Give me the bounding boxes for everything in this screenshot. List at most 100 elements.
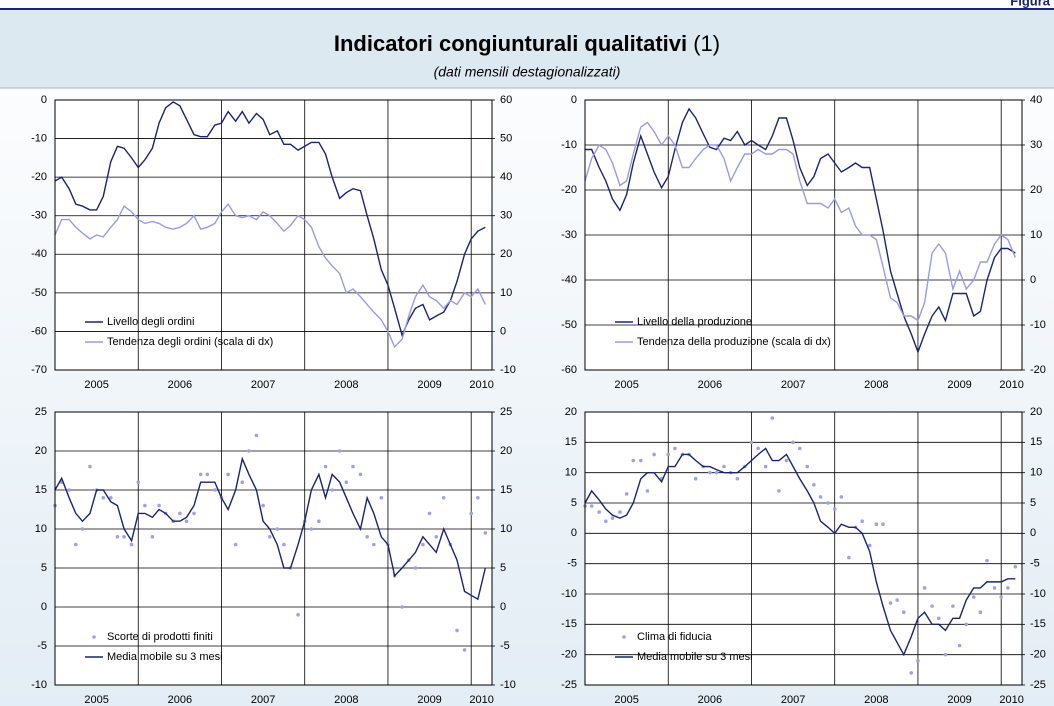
y-tick-label: -25 (561, 679, 577, 691)
y-tick-label: -60 (561, 364, 577, 376)
y2-tick-label: -20 (1030, 649, 1046, 661)
y2-tick-label: 0 (1030, 274, 1036, 286)
data-point (978, 610, 983, 614)
data-point (888, 601, 893, 605)
y-tick-label: -60 (31, 325, 47, 337)
data-point (413, 566, 418, 570)
data-point (999, 595, 1003, 599)
data-point (916, 658, 920, 663)
data-point (267, 535, 272, 539)
data-point (455, 628, 459, 633)
data-point (1006, 586, 1010, 590)
y2-tick-label: 25 (500, 406, 512, 418)
legend-label: Scorte di prodotti finiti (107, 631, 213, 643)
data-point (129, 542, 134, 547)
x-tick-label: 2005 (84, 379, 108, 391)
plot-frame (584, 99, 1023, 371)
data-point (122, 535, 126, 539)
data-point (881, 522, 885, 527)
x-tick-label: 2010 (469, 379, 493, 391)
y-tick-label: -30 (31, 210, 47, 222)
legend-label: Clima di fiducia (637, 631, 712, 643)
y2-tick-label: 40 (500, 171, 512, 183)
plot-frame (54, 411, 493, 686)
data-point (483, 531, 488, 535)
data-point (638, 458, 643, 463)
y2-tick-label: -5 (1030, 558, 1040, 570)
y2-tick-label: -10 (500, 364, 516, 376)
subtitle: (dati mensili destagionalizzati) (434, 64, 621, 80)
title: Indicatori congiunturali qualitativi (1) (334, 31, 720, 56)
y2-tick-label: 40 (1030, 94, 1042, 106)
data-point (240, 480, 245, 485)
y-tick-label: -70 (31, 364, 47, 376)
data-point (909, 671, 914, 675)
data-point (604, 519, 608, 523)
y-tick-label: 5 (41, 562, 47, 574)
data-point (434, 535, 439, 539)
series-line (54, 456, 487, 601)
data-point (874, 522, 879, 527)
data-point (797, 446, 802, 451)
data-point (476, 496, 480, 500)
data-point (992, 586, 997, 590)
plot-area (55, 100, 492, 370)
y-tick-label: 0 (41, 601, 47, 613)
legend-marker (92, 635, 96, 639)
data-point (597, 510, 601, 514)
data-point (143, 503, 147, 508)
x-tick-label: 2010 (999, 379, 1023, 391)
data-point (895, 598, 899, 602)
data-point (317, 519, 321, 523)
title-note: (1) (693, 31, 720, 56)
data-point (337, 449, 342, 453)
y2-tick-label: 10 (1030, 229, 1042, 241)
y-tick-label: -30 (561, 229, 577, 241)
y2-tick-label: -15 (1030, 618, 1046, 630)
data-point (818, 495, 823, 499)
y2-tick-label: -10 (1030, 588, 1046, 600)
x-tick-label: 2008 (334, 379, 358, 391)
data-point (192, 511, 196, 516)
data-point (254, 433, 259, 438)
data-point (101, 496, 106, 500)
series-line (54, 101, 486, 338)
data-point (379, 496, 384, 500)
legend-label: Livello degli ordini (107, 316, 194, 328)
data-point (157, 503, 161, 508)
y2-tick-label: -25 (1030, 679, 1046, 691)
x-tick-label: 2010 (999, 694, 1023, 706)
legend-label: Media mobile su 3 mesi (107, 651, 223, 663)
data-point (985, 558, 989, 563)
data-point (930, 604, 934, 608)
y-tick-label: -20 (561, 184, 577, 196)
data-point (589, 504, 594, 508)
y2-tick-label: 20 (500, 445, 512, 457)
data-point (645, 489, 650, 493)
data-point (150, 535, 155, 539)
plot-frame (584, 411, 1023, 686)
data-point (88, 464, 92, 469)
y-tick-label: 5 (571, 497, 577, 509)
y-tick-label: 0 (571, 527, 577, 539)
y2-tick-label: -5 (500, 640, 510, 652)
data-point (462, 648, 467, 652)
y2-tick-label: 60 (500, 94, 512, 106)
y2-tick-label: 20 (1030, 406, 1042, 418)
x-tick-label: 2007 (251, 694, 275, 706)
data-point (358, 472, 363, 477)
data-point (708, 470, 712, 475)
data-point (136, 480, 141, 485)
y2-tick-label: 20 (1030, 184, 1042, 196)
data-point (247, 449, 251, 453)
data-point (330, 488, 334, 492)
legend-label: Media mobile su 3 mesi (637, 651, 753, 663)
data-point (282, 542, 286, 547)
data-point (400, 605, 404, 609)
data-point (784, 458, 789, 463)
x-tick-label: 2007 (781, 694, 805, 706)
y-tick-label: -10 (561, 139, 577, 151)
data-point (178, 511, 182, 516)
data-point (957, 643, 962, 648)
y-tick-label: -5 (567, 558, 577, 570)
